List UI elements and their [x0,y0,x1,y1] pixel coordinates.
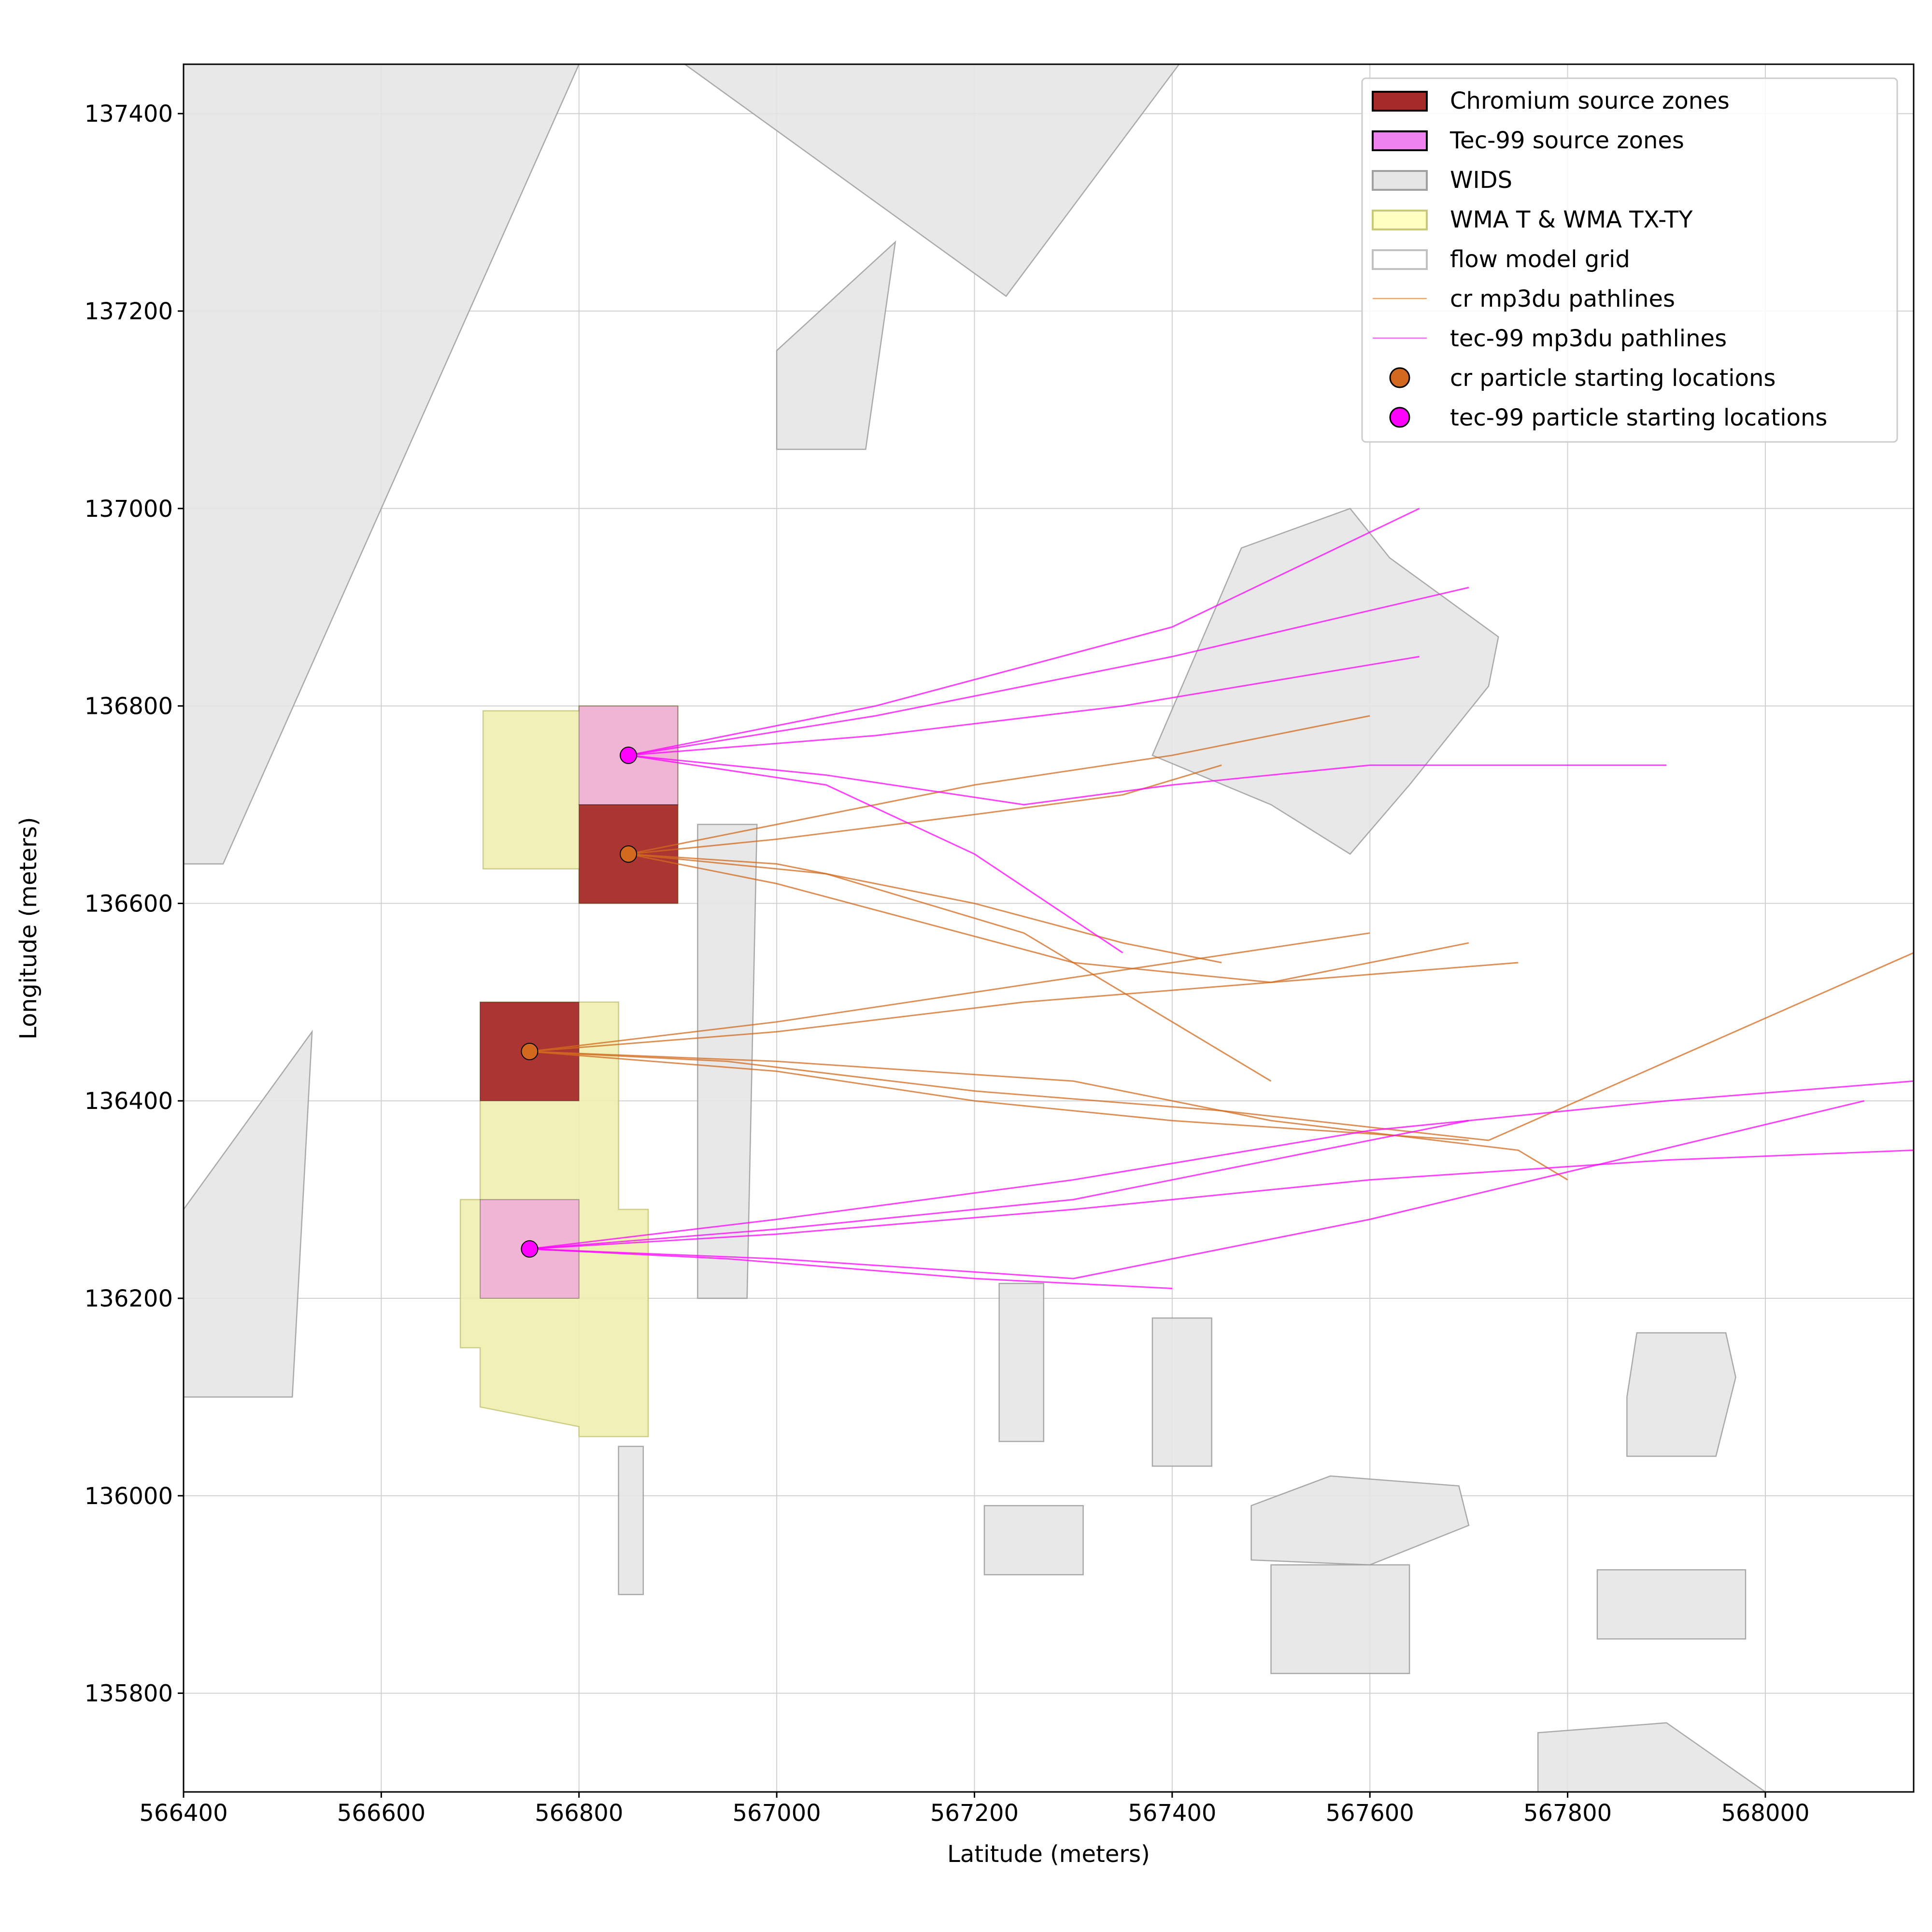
y-tick-label: 136600 [85,890,173,917]
map-feature [776,240,896,450]
map-feature [184,64,580,865]
plot-frame [183,63,1915,1793]
legend-swatch [1372,91,1428,112]
legend-label: WMA T & WMA TX-TY [1450,206,1693,233]
y-axis-label: Longitude (meters) [15,817,42,1040]
legend-swatch [1389,367,1410,388]
pathline [628,853,1469,983]
y-tick-label: 136400 [85,1088,173,1115]
legend-label: cr particle starting locations [1450,365,1776,392]
map-feature [998,1283,1045,1442]
legend-swatch [1372,130,1428,151]
x-tick-label: 567400 [1128,1800,1216,1827]
x-tick-label: 566400 [139,1800,227,1827]
legend-label: cr mp3du pathlines [1450,285,1675,313]
map-feature [1250,1475,1470,1566]
start-point [620,845,638,863]
pathline [628,655,1420,756]
plot-area [184,64,1914,1792]
x-tick-label: 567800 [1523,1800,1612,1827]
legend-label: tec-99 particle starting locations [1450,404,1827,431]
pathline [529,932,1370,1052]
pathline [628,715,1370,855]
map-feature [683,64,1180,298]
x-tick-label: 566800 [535,1800,623,1827]
map-feature [1596,1569,1747,1640]
x-tick-label: 568000 [1721,1800,1809,1827]
legend-label: flow model grid [1450,246,1630,273]
pathline [529,1100,1865,1279]
pathline [529,1248,1172,1290]
y-tick-label: 136000 [85,1483,173,1510]
legend-label: tec-99 mp3du pathlines [1450,325,1727,352]
y-tick-label: 136200 [85,1285,173,1312]
map-feature [1537,1722,1767,1792]
pathline [529,1051,1469,1141]
legend-swatch [1372,210,1428,230]
x-tick-label: 567000 [732,1800,821,1827]
map-feature [1151,508,1499,855]
pathline [529,1080,1914,1250]
legend-label: Tec-99 source zones [1449,127,1684,154]
y-tick-label: 137000 [85,496,173,523]
y-tick-label: 136800 [85,693,173,720]
pathline [529,1051,1568,1180]
pathline [529,1120,1469,1250]
legend-box [1361,77,1898,443]
legend-swatch [1372,249,1428,270]
x-tick-label: 567200 [930,1800,1019,1827]
pathline [628,853,1272,1082]
pathline [628,586,1469,756]
map-feature [184,1029,313,1398]
map-feature [983,1505,1084,1576]
pathline [529,952,1914,1141]
map-feature [1626,1332,1736,1457]
legend-label: Chromium source zones [1450,87,1730,114]
start-point [620,746,638,764]
map-feature [1151,1317,1212,1467]
legend-swatch [1389,407,1410,428]
x-tick-label: 566600 [337,1800,426,1827]
start-point [521,1043,539,1060]
pathline [628,853,1222,964]
y-tick-label: 135800 [85,1680,173,1707]
x-axis-label: Latitude (meters) [947,1841,1150,1868]
pathline [529,1149,1914,1250]
pathline [628,754,1667,806]
y-tick-label: 137400 [85,100,173,128]
map-feature [1270,1564,1410,1674]
y-tick-label: 137200 [85,298,173,325]
pathline [529,962,1519,1052]
map-feature [618,1446,644,1595]
legend-swatch [1372,170,1428,191]
x-tick-label: 567600 [1326,1800,1414,1827]
pathline [628,508,1420,756]
start-point [521,1240,539,1258]
pathline [628,754,1123,953]
pathline [628,764,1222,855]
legend-label: WIDS [1450,167,1512,194]
